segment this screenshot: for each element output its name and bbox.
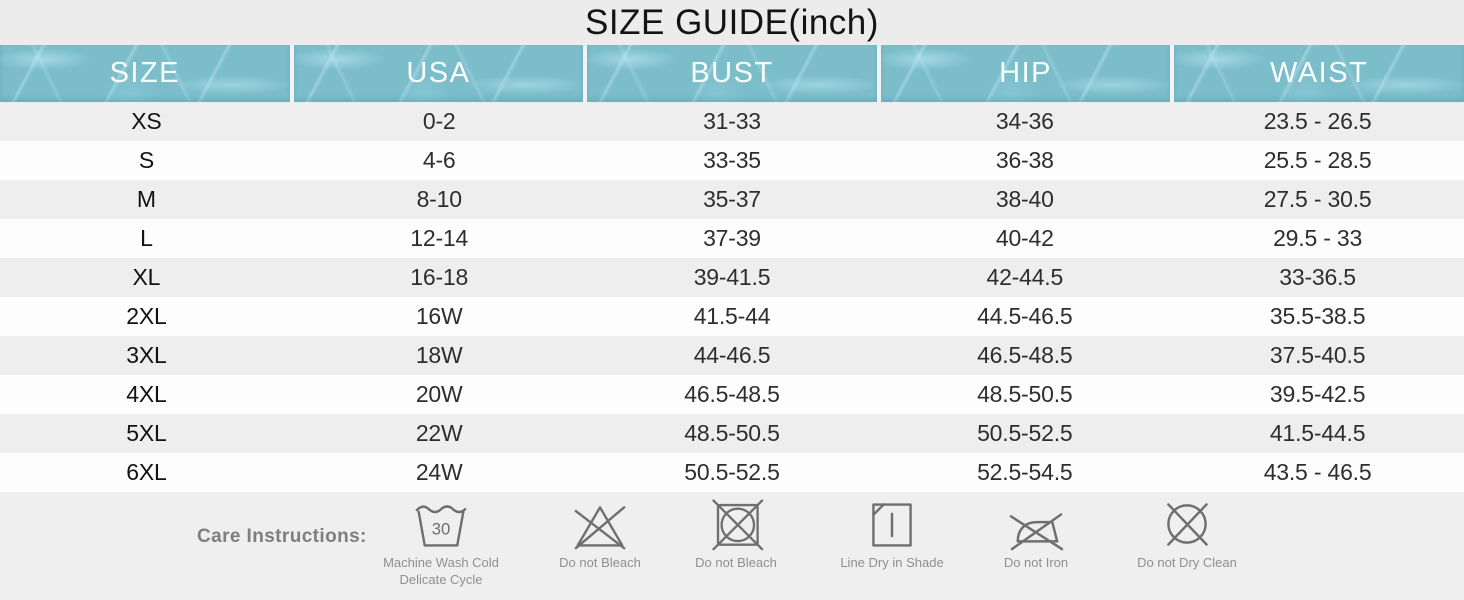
care-item-label: Do not Bleach — [695, 555, 777, 570]
table-cell: 24W — [415, 459, 463, 485]
care-instructions-label: Care Instructions: — [197, 526, 367, 547]
table-row-xs: XS 0-2 31-33 34-36 23.5 - 26.5 — [0, 102, 1464, 141]
table-cell: 40-42 — [995, 225, 1054, 251]
table-cell: 41.5-44 — [693, 303, 771, 329]
table-cell: 16-18 — [410, 264, 469, 290]
table-row-5xl: 5XL 22W 48.5-50.5 50.5-52.5 41.5-44.5 — [0, 414, 1464, 453]
table-cell: 29.5 - 33 — [1273, 225, 1363, 251]
table-cell: 50.5-52.5 — [977, 420, 1073, 446]
table-header-row: SIZE USA BUST HIP WAIST — [0, 45, 1464, 102]
table-cell: 12-14 — [410, 225, 469, 251]
care-item: Do not Bleach — [510, 497, 690, 572]
table-cell: 3XL — [126, 342, 167, 368]
table-cell: 16W — [415, 303, 463, 329]
table-cell: 48.5-50.5 — [977, 381, 1073, 407]
table-row-m: M 8-10 35-37 38-40 27.5 - 30.5 — [0, 180, 1464, 219]
table-cell: XL — [132, 264, 161, 290]
column-header-hip: HIP — [880, 45, 1175, 102]
table-cell: 34-36 — [995, 108, 1054, 134]
table-cell: 4XL — [126, 381, 167, 407]
care-item-label: Do not Bleach — [559, 555, 641, 570]
care-item: 30 Machine Wash Cold Delicate Cycle — [351, 497, 531, 589]
do-not-tumble-dry-icon — [646, 497, 826, 551]
table-cell: S — [138, 147, 154, 173]
table-cell: XS — [131, 108, 162, 134]
table-cell: 6XL — [126, 459, 167, 485]
care-item-label: Do not Dry Clean — [1137, 555, 1237, 570]
table-cell: 5XL — [126, 420, 167, 446]
do-not-dry-clean-icon — [1097, 497, 1277, 551]
do-not-bleach-icon — [510, 497, 690, 551]
care-item: Line Dry in Shade — [802, 497, 982, 572]
table-cell: 37-39 — [703, 225, 761, 251]
column-header-size: SIZE — [0, 45, 294, 102]
care-item-label-line2: Delicate Cycle — [399, 571, 483, 587]
care-item: Do not Iron — [946, 497, 1126, 572]
table-cell: 46.5-48.5 — [684, 381, 780, 407]
table-cell: 4-6 — [422, 147, 456, 173]
table-cell: 31-33 — [703, 108, 761, 134]
table-cell: L — [140, 225, 153, 251]
line-dry-in-shade-icon — [802, 497, 982, 551]
table-cell: 33-36.5 — [1279, 264, 1356, 290]
table-row-6xl: 6XL 24W 50.5-52.5 52.5-54.5 43.5 - 46.5 — [0, 453, 1464, 492]
table-cell: 38-40 — [995, 186, 1054, 212]
table-cell: 43.5 - 46.5 — [1263, 459, 1372, 485]
do-not-iron-icon — [946, 497, 1126, 551]
table-row-2xl: 2XL 16W 41.5-44 44.5-46.5 35.5-38.5 — [0, 297, 1464, 336]
table-cell: 22W — [415, 420, 463, 446]
table-row-xl: XL 16-18 39-41.5 42-44.5 33-36.5 — [0, 258, 1464, 297]
table-cell: 25.5 - 28.5 — [1263, 147, 1372, 173]
table-cell: 0-2 — [422, 108, 456, 134]
table-body: XS 0-2 31-33 34-36 23.5 - 26.5 S 4-6 33-35 36-38… — [0, 102, 1464, 492]
table-cell: 48.5-50.5 — [684, 420, 780, 446]
table-cell: 36-38 — [995, 147, 1054, 173]
table-cell: 44-46.5 — [693, 342, 771, 368]
care-item: Do not Bleach — [646, 497, 826, 572]
table-cell: 2XL — [126, 303, 167, 329]
svg-text:30: 30 — [432, 519, 451, 538]
table-row-4xl: 4XL 20W 46.5-48.5 48.5-50.5 39.5-42.5 — [0, 375, 1464, 414]
table-cell: 35.5-38.5 — [1269, 303, 1366, 329]
table-cell: 8-10 — [416, 186, 462, 212]
table-cell: 41.5-44.5 — [1269, 420, 1366, 446]
table-cell: 52.5-54.5 — [977, 459, 1073, 485]
table-cell: 42-44.5 — [986, 264, 1064, 290]
machine-wash-30-icon: 30 — [351, 497, 531, 551]
table-cell: 18W — [415, 342, 463, 368]
care-item-label: Line Dry in Shade — [840, 555, 944, 570]
table-cell: 44.5-46.5 — [977, 303, 1073, 329]
care-item-label: Do not Iron — [1003, 555, 1069, 570]
column-header-waist: WAIST — [1174, 45, 1464, 102]
page-title: SIZE GUIDE(inch) — [0, 0, 1464, 45]
table-row-s: S 4-6 33-35 36-38 25.5 - 28.5 — [0, 141, 1464, 180]
table-row-3xl: 3XL 18W 44-46.5 46.5-48.5 37.5-40.5 — [0, 336, 1464, 375]
column-header-bust: BUST — [587, 45, 881, 102]
table-cell: 35-37 — [703, 186, 761, 212]
table-row-l: L 12-14 37-39 40-42 29.5 - 33 — [0, 219, 1464, 258]
column-header-usa: USA — [293, 45, 588, 102]
care-item-label: Machine Wash Cold — [383, 555, 499, 570]
table-cell: 20W — [415, 381, 463, 407]
table-cell: 27.5 - 30.5 — [1263, 186, 1372, 212]
table-cell: 33-35 — [703, 147, 761, 173]
table-cell: 46.5-48.5 — [977, 342, 1073, 368]
table-cell: M — [136, 186, 156, 212]
care-instructions-section: Care Instructions: 30 Machine Wash Cold De… — [0, 492, 1464, 600]
care-item: Do not Dry Clean — [1097, 497, 1277, 572]
table-cell: 39-41.5 — [693, 264, 771, 290]
table-cell: 39.5-42.5 — [1269, 381, 1366, 407]
table-cell: 50.5-52.5 — [684, 459, 780, 485]
table-cell: 23.5 - 26.5 — [1263, 108, 1372, 134]
table-cell: 37.5-40.5 — [1269, 342, 1366, 368]
